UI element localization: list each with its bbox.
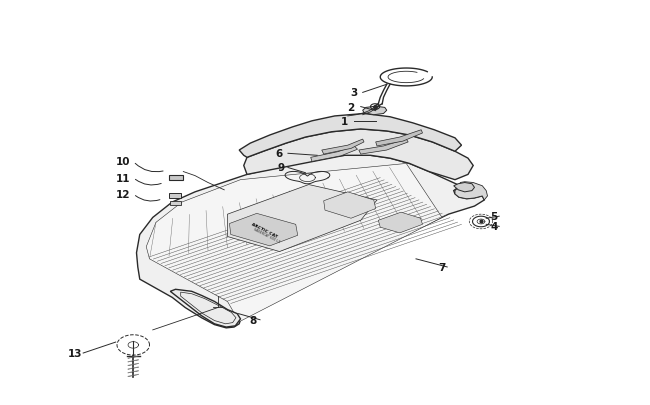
Text: 9: 9 [278, 163, 284, 173]
Polygon shape [454, 183, 474, 192]
Polygon shape [136, 156, 484, 328]
FancyBboxPatch shape [169, 175, 183, 181]
Polygon shape [455, 182, 488, 200]
FancyBboxPatch shape [170, 201, 181, 205]
Text: 5: 5 [490, 212, 498, 222]
Polygon shape [227, 185, 377, 252]
Text: 2: 2 [347, 102, 355, 112]
Polygon shape [311, 147, 358, 162]
Polygon shape [322, 140, 364, 155]
Polygon shape [244, 130, 473, 180]
FancyBboxPatch shape [169, 194, 181, 198]
Polygon shape [146, 164, 442, 322]
Text: 1: 1 [341, 117, 348, 126]
Polygon shape [170, 290, 240, 327]
Text: 11: 11 [116, 173, 131, 183]
Text: 12: 12 [116, 190, 131, 199]
Polygon shape [239, 114, 462, 158]
Polygon shape [229, 214, 298, 246]
Text: 6: 6 [276, 149, 283, 159]
Text: ARCTIC CAT: ARCTIC CAT [250, 222, 278, 238]
Text: 8: 8 [250, 315, 257, 325]
Text: 13: 13 [68, 348, 82, 358]
Polygon shape [363, 107, 387, 115]
Text: 4: 4 [490, 222, 498, 232]
Polygon shape [324, 192, 376, 219]
Polygon shape [378, 213, 422, 233]
Polygon shape [376, 130, 422, 147]
Text: 7: 7 [438, 262, 446, 272]
Text: 10: 10 [116, 157, 131, 167]
Text: SABERCAT 600 LX: SABERCAT 600 LX [252, 226, 281, 243]
Text: 3: 3 [350, 88, 358, 98]
Polygon shape [359, 140, 408, 155]
